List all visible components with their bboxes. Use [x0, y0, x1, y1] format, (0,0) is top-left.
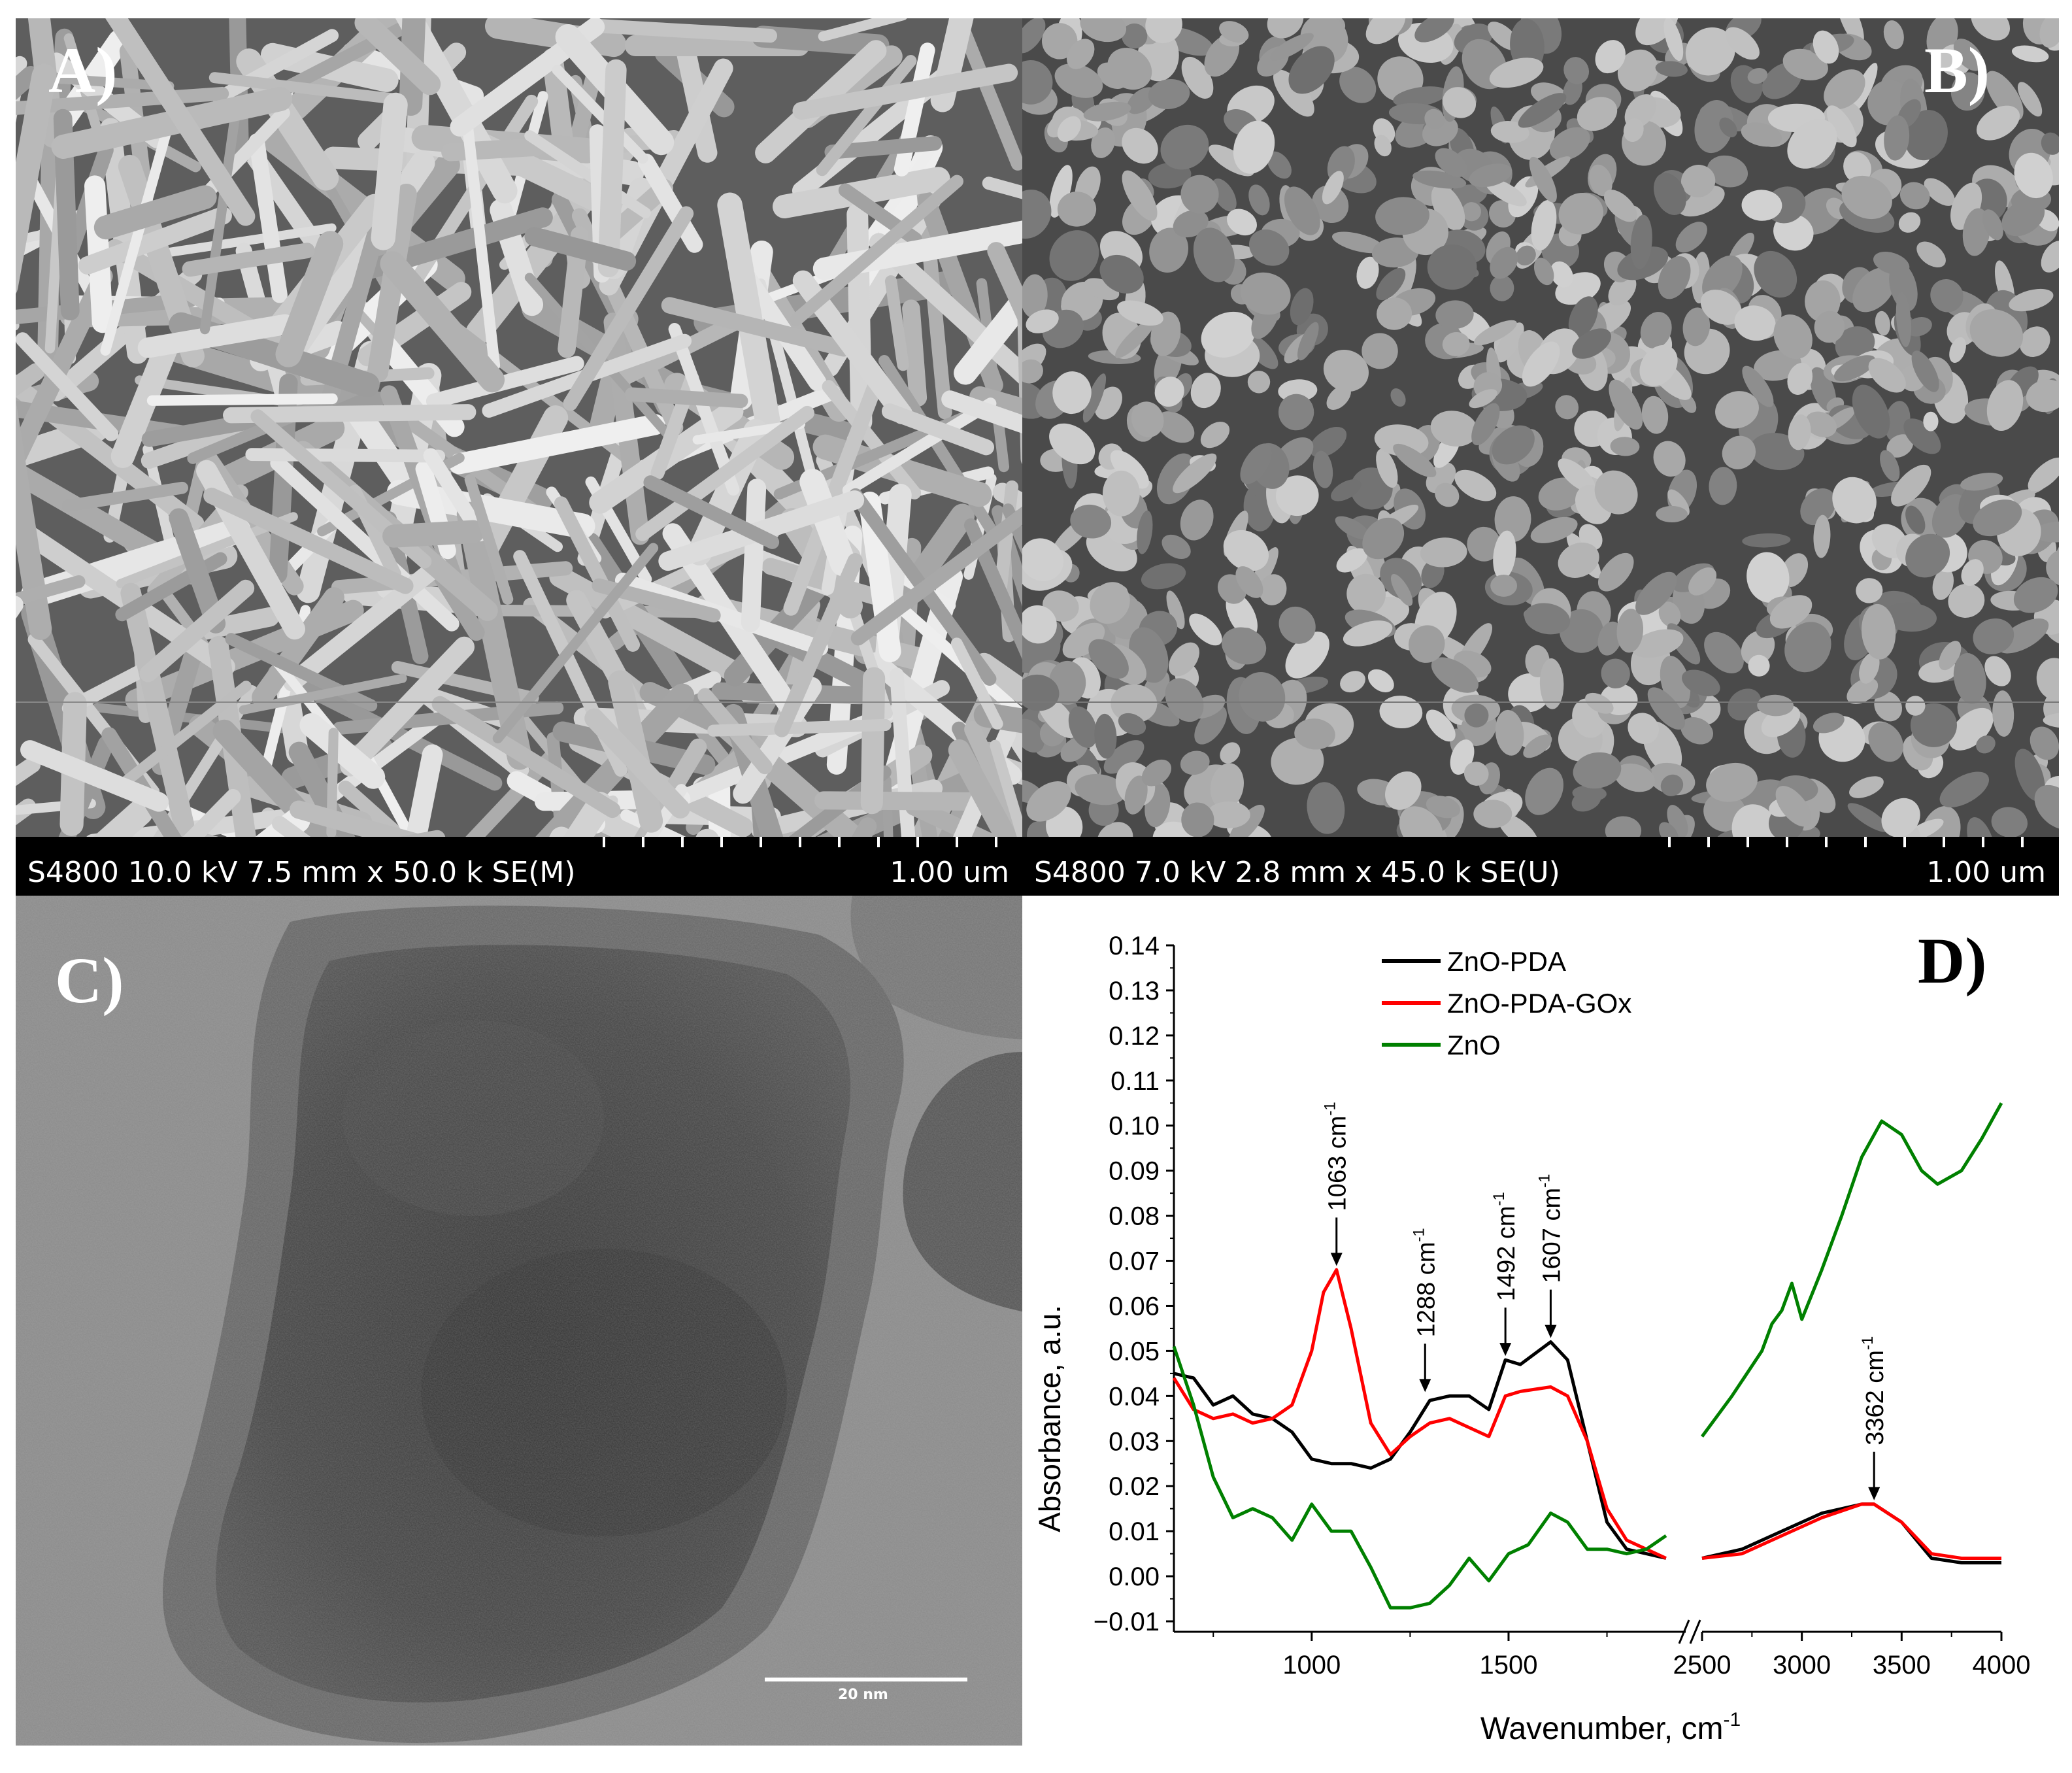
y-tick-label: 0.13 — [1109, 977, 1160, 1005]
y-tick-label: 0.14 — [1109, 932, 1160, 960]
y-tick-label: 0.12 — [1109, 1022, 1160, 1051]
panel-a-sem-image: A) — [16, 18, 1022, 837]
x-tick-label: 1500 — [1479, 1651, 1537, 1680]
panel-a-instrument-text: S4800 10.0 kV 7.5 mm x 50.0 k SE(M) — [27, 856, 576, 889]
annotation-label: 1063 cm-1 — [1322, 1102, 1352, 1211]
annotation-label-main: 1607 cm — [1538, 1188, 1565, 1283]
tem-particle-texture — [16, 896, 1022, 1746]
series-line-zno-pda-gox-right — [1701, 1502, 2001, 1560]
y-tick-label: 0.00 — [1109, 1562, 1160, 1591]
y-tick-label: 0.04 — [1109, 1382, 1160, 1411]
panel-c-label: C) — [55, 944, 124, 1017]
panel-b-instrument-text: S4800 7.0 kV 2.8 mm x 45.0 k SE(U) — [1034, 856, 1560, 889]
annotation-label-main: 1492 cm — [1493, 1206, 1520, 1301]
annotation-arrowhead — [1545, 1325, 1557, 1338]
y-tick-label: 0.09 — [1109, 1157, 1160, 1186]
y-tick-label: 0.02 — [1109, 1472, 1160, 1501]
panel-a-info-bar: S4800 10.0 kV 7.5 mm x 50.0 k SE(M) 1.00… — [16, 837, 1022, 896]
annotation-label: 1492 cm-1 — [1490, 1192, 1520, 1301]
annotation-label-main: 3362 cm — [1862, 1350, 1889, 1445]
y-tick-label: 0.08 — [1109, 1202, 1160, 1231]
series-line-zno-pda-gox-left — [1172, 1268, 1667, 1560]
annotation-label-main: 1063 cm — [1324, 1116, 1352, 1211]
chart-legend: ZnO-PDA ZnO-PDA-GOx ZnO — [1382, 946, 1631, 1060]
annotation-label-main: 1288 cm — [1412, 1242, 1440, 1338]
y-tick-label: 0.01 — [1109, 1517, 1160, 1546]
panel-a-label: A) — [48, 34, 118, 107]
panel-b-label: B) — [1924, 34, 1990, 107]
x-axis-label: Wavenumber, cm-1 — [1480, 1709, 1741, 1746]
x-axis-label-main: Wavenumber, cm — [1480, 1712, 1724, 1746]
annotation-label-sup: -1 — [1490, 1192, 1508, 1206]
panel-b-sem-image: B) — [1022, 18, 2059, 837]
annotation-arrowhead — [1868, 1487, 1880, 1500]
panel-d-ftir-chart: 1063 cm-1 1288 cm-1 1492 cm-1 1607 cm-1 3362… — [1022, 896, 2072, 1773]
x-tick-labels: 1000 1500 2500 3000 3500 4000 — [1282, 1651, 2030, 1680]
y-tick-labels: 0.14 0.13 0.12 0.11 0.10 0.09 0.08 0.07 0.06 0.05… — [1094, 932, 1160, 1636]
annotation-label: 1288 cm-1 — [1410, 1228, 1440, 1337]
legend-label-zno-pda-gox: ZnO-PDA-GOx — [1447, 988, 1631, 1019]
chart-axes — [1166, 944, 2003, 1644]
x-axis-label-sup: -1 — [1723, 1709, 1741, 1731]
panel-b-scale-text: 1.00 um — [1926, 856, 2046, 889]
panel-a-scale-text: 1.00 um — [890, 856, 1009, 889]
series-line-zno-pda-right — [1701, 1502, 2001, 1564]
panel-b-scale-ticks — [1668, 837, 2024, 847]
y-tick-label: 0.07 — [1109, 1247, 1160, 1276]
sem-rods — [16, 18, 1022, 837]
y-tick-label: 0.06 — [1109, 1292, 1160, 1321]
series-line-zno-pda-left — [1173, 1340, 1667, 1560]
y-tick-label: 0.10 — [1109, 1112, 1160, 1141]
axis-break-mark — [1689, 1619, 1701, 1644]
sem-nanorods-texture — [16, 18, 1022, 837]
legend-label-zno: ZnO — [1447, 1030, 1501, 1060]
y-tick-label: 0.05 — [1109, 1337, 1160, 1366]
sem-coated-texture — [1022, 18, 2059, 837]
annotation-label-sup: -1 — [1859, 1336, 1877, 1350]
x-tick-label: 4000 — [1973, 1651, 2031, 1680]
panel-c-scale-bar — [765, 1678, 967, 1681]
annotation-label: 1607 cm-1 — [1535, 1174, 1565, 1283]
legend-label-zno-pda: ZnO-PDA — [1447, 946, 1566, 977]
annotation-label-sup: -1 — [1322, 1102, 1339, 1115]
annotation-arrowhead — [1330, 1253, 1343, 1266]
panel-d-label: D) — [1918, 924, 1987, 997]
annotation-label-sup: -1 — [1410, 1228, 1428, 1241]
panel-b-info-bar: S4800 7.0 kV 2.8 mm x 45.0 k SE(U) 1.00 … — [1022, 837, 2059, 896]
chart-series-layer — [1172, 1102, 2003, 1610]
y-tick-label: 0.11 — [1111, 1067, 1160, 1096]
panel-a-scale-ticks — [603, 837, 997, 847]
y-tick-label: −0.01 — [1094, 1608, 1160, 1636]
annotation-label: 3362 cm-1 — [1859, 1336, 1889, 1445]
axis-break-mark — [1678, 1619, 1690, 1644]
series-line-zno-left — [1172, 1345, 1667, 1610]
series-line-zno-right — [1700, 1102, 2003, 1438]
x-tick-label: 1000 — [1282, 1651, 1341, 1680]
y-tick-label: 0.03 — [1109, 1427, 1160, 1456]
x-tick-label: 2500 — [1673, 1651, 1731, 1680]
y-axis-label: Absorbance, a.u. — [1033, 1305, 1067, 1532]
sem-blobs — [1022, 18, 2059, 837]
annotation-arrowhead — [1419, 1379, 1431, 1393]
x-tick-label: 3000 — [1773, 1651, 1831, 1680]
panel-c-tem-image: C) 20 nm — [16, 896, 1022, 1746]
annotation-label-sup: -1 — [1535, 1174, 1553, 1188]
annotation-arrowhead — [1499, 1343, 1512, 1357]
x-tick-label: 3500 — [1873, 1651, 1931, 1680]
panel-c-scale-text: 20 nm — [838, 1687, 888, 1703]
